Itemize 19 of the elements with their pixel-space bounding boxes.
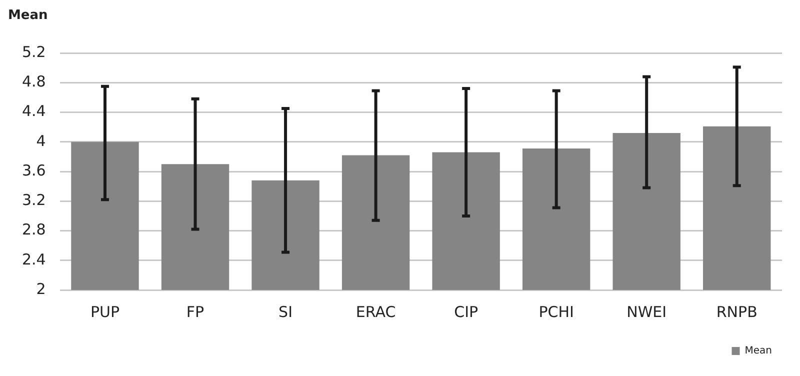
y-tick-label: 3.6 (22, 161, 46, 180)
x-tick-label: PUP (90, 302, 120, 321)
y-axis-title: Mean (8, 8, 49, 25)
legend-label: Mean (744, 346, 772, 357)
y-tick-label: 2.8 (22, 220, 46, 239)
y-tick-label: 3.2 (22, 191, 46, 210)
y-tick-label: 4.8 (22, 72, 46, 91)
x-tick-label: FP (186, 302, 204, 321)
x-tick-label: ERAC (356, 302, 396, 321)
x-tick-label: CIP (454, 302, 478, 321)
x-tick-label: NWEI (626, 302, 667, 321)
y-tick-label: 2.4 (22, 250, 46, 268)
y-tick-label: 4.4 (22, 102, 46, 120)
y-tick-label: 5.2 (22, 42, 46, 61)
x-tick-label: PCHI (538, 302, 574, 321)
y-tick-label: 2 (36, 280, 46, 298)
y-tick-label: 4 (36, 132, 46, 150)
x-tick-label: RNPB (716, 302, 758, 321)
x-tick-label: SI (278, 302, 292, 321)
